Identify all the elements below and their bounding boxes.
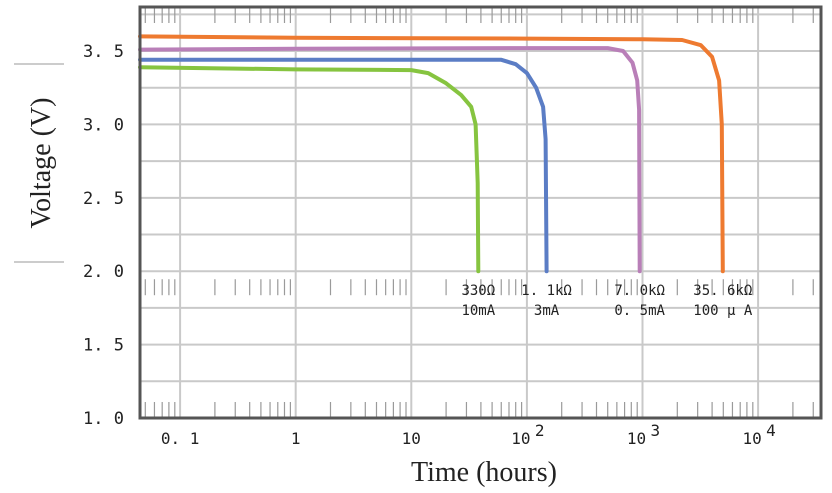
- y-tick-label: 1. 0: [83, 409, 124, 429]
- series-line-3: [138, 34, 725, 274]
- minor-ticks: [144, 7, 814, 418]
- series-annotation-0: 330Ω: [461, 283, 495, 299]
- grid: [140, 7, 821, 418]
- y-tick-label: 3. 5: [83, 42, 124, 62]
- y-tick-label: 2. 0: [83, 262, 124, 282]
- x-axis-title: Time (hours): [411, 457, 557, 488]
- series-annotation-1: 3mA: [534, 303, 560, 319]
- series-annotation-3: 100 μ A: [693, 303, 753, 319]
- series-line-0: [138, 65, 481, 274]
- x-tick-label: 10: [402, 429, 421, 448]
- series-annotation-3: 35. 6kΩ: [693, 283, 752, 299]
- plot-background: [140, 7, 821, 418]
- series-group: [138, 34, 725, 274]
- series-line-1: [138, 57, 549, 274]
- series-annotation-2: 0. 5mA: [614, 303, 665, 319]
- x-tick-label: 10: [511, 429, 530, 448]
- x-tick-label: 1: [291, 429, 301, 448]
- series-line-2: [138, 46, 642, 274]
- plot-frame: [138, 5, 823, 420]
- x-tick-labels: 0. 1 1 10 10 2 10 3 10 4: [161, 421, 776, 448]
- y-tick-labels: 1. 0 1. 5 2. 0 2. 5 3. 0 3. 5: [83, 42, 124, 429]
- series-annotation-1: 1. 1kΩ: [521, 283, 572, 299]
- y-tick-label: 1. 5: [83, 336, 124, 356]
- x-tick-exponent: 4: [766, 421, 776, 440]
- y-tick-label: 2. 5: [83, 189, 124, 209]
- x-tick-exponent: 3: [651, 421, 661, 440]
- series-annotation-2: 7. 0kΩ: [614, 283, 665, 299]
- series-annotation-0: 10mA: [461, 303, 495, 319]
- x-tick-exponent: 2: [535, 421, 545, 440]
- x-tick-label: 0. 1: [161, 429, 200, 448]
- x-tick-label: 10: [627, 429, 646, 448]
- y-axis-title: Voltage (V): [26, 98, 57, 229]
- x-tick-label: 10: [742, 429, 761, 448]
- series-annotations: 330Ω 10mA 1. 1kΩ 3mA 7. 0kΩ 0. 5mA 35. 6kΩ 100 …: [461, 283, 752, 319]
- y-tick-label: 3. 0: [83, 115, 124, 135]
